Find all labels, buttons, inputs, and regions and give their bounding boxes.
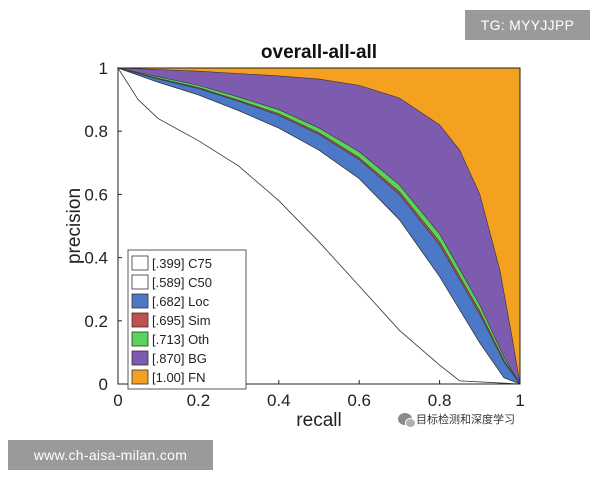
legend: [.399] C75 [.589] C50 [.682] Loc [.695] Sim… <box>127 249 247 390</box>
wechat-icon <box>398 413 416 428</box>
y-axis-ticks: 0 0.2 0.4 0.6 0.8 1 <box>84 59 122 394</box>
legend-label-fn: [1.00] FN <box>152 370 205 385</box>
watermark-top: TG: MYYJJPP <box>465 10 590 40</box>
legend-label-c75: [.399] C75 <box>152 256 212 271</box>
wechat-watermark: 目标检测和深度学习 <box>398 410 515 428</box>
y-tick-label: 0 <box>99 375 108 394</box>
legend-swatch-fn <box>131 369 149 385</box>
x-tick-label: 0.4 <box>267 391 291 410</box>
x-tick-label: 0.2 <box>187 391 211 410</box>
legend-label-bg: [.870] BG <box>152 351 207 366</box>
legend-label-sim: [.695] Sim <box>152 313 211 328</box>
legend-swatch-oth <box>131 331 149 347</box>
legend-label-c50: [.589] C50 <box>152 275 212 290</box>
legend-swatch-sim <box>131 312 149 328</box>
wechat-watermark-text: 目标检测和深度学习 <box>416 414 515 426</box>
legend-swatch-c75 <box>131 255 149 271</box>
y-tick-label: 0.2 <box>84 312 108 331</box>
y-tick-label: 0.6 <box>84 185 108 204</box>
chart-title: overall-all-all <box>261 42 377 63</box>
y-tick-label: 0.4 <box>84 249 108 268</box>
y-axis-label: precision <box>64 188 85 264</box>
y-tick-label: 1 <box>99 59 108 78</box>
legend-label-loc: [.682] Loc <box>152 294 210 309</box>
legend-swatch-bg <box>131 350 149 366</box>
legend-swatch-loc <box>131 293 149 309</box>
y-tick-label: 0.8 <box>84 122 108 141</box>
x-tick-label: 1 <box>515 391 524 410</box>
legend-swatch-c50 <box>131 274 149 290</box>
x-tick-label: 0.8 <box>428 391 452 410</box>
x-axis-label: recall <box>296 410 341 431</box>
plot-frame <box>117 67 521 385</box>
watermark-bottom: www.ch-aisa-milan.com <box>8 440 213 470</box>
legend-label-oth: [.713] Oth <box>152 332 209 347</box>
x-axis-ticks: 0 0.2 0.4 0.6 0.8 1 <box>113 380 525 410</box>
x-tick-label: 0.6 <box>347 391 371 410</box>
x-tick-label: 0 <box>113 391 122 410</box>
